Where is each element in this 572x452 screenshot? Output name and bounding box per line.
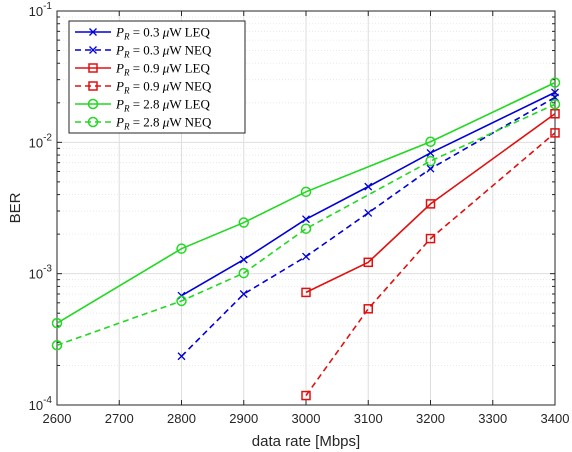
x-tick-label: 3400 bbox=[541, 411, 570, 426]
legend-label: PR = 2.8 μW NEQ bbox=[115, 115, 212, 132]
legend-box bbox=[68, 20, 246, 134]
x-axis-label: data rate [Mbps] bbox=[252, 433, 360, 450]
x-marker bbox=[177, 291, 186, 300]
series-group bbox=[177, 93, 559, 361]
circle-marker bbox=[51, 317, 63, 329]
series-group bbox=[301, 128, 560, 401]
x-marker bbox=[239, 290, 248, 298]
x-tick-label: 2600 bbox=[43, 411, 72, 426]
series-line bbox=[180, 96, 556, 357]
legend-item: PR = 0.9 μW NEQ bbox=[75, 79, 212, 96]
x-tick-label: 3200 bbox=[416, 411, 445, 426]
square-marker bbox=[363, 257, 373, 268]
square-marker bbox=[550, 128, 560, 138]
circle-marker bbox=[238, 217, 249, 228]
circle-marker bbox=[176, 295, 187, 307]
square-marker bbox=[88, 63, 98, 73]
x-tick-label: 2900 bbox=[229, 411, 258, 426]
square-marker bbox=[301, 390, 311, 401]
x-tick-label: 3100 bbox=[354, 411, 383, 426]
circle-marker bbox=[425, 136, 436, 148]
x-marker bbox=[89, 28, 97, 36]
x-marker bbox=[177, 352, 186, 361]
y-tick-label: 10-1 bbox=[29, 1, 53, 19]
y-tick-label: 10-2 bbox=[29, 132, 53, 150]
square-marker bbox=[301, 287, 311, 298]
circle-marker bbox=[549, 98, 561, 110]
x-marker bbox=[426, 149, 435, 157]
y-tick-label: 10-4 bbox=[29, 395, 53, 413]
circle-marker bbox=[425, 155, 436, 167]
circle-marker bbox=[87, 116, 99, 128]
legend-label: PR = 2.8 μW LEQ bbox=[115, 97, 210, 114]
series-group bbox=[51, 98, 561, 351]
circle-marker bbox=[238, 267, 249, 279]
x-tick-label: 2700 bbox=[105, 411, 134, 426]
x-marker bbox=[364, 208, 373, 217]
x-tick-label: 3300 bbox=[478, 411, 507, 426]
circle-marker bbox=[300, 223, 312, 234]
x-tick-label: 3000 bbox=[292, 411, 321, 426]
circle-marker bbox=[549, 77, 561, 88]
series-group bbox=[51, 77, 561, 401]
series-line bbox=[56, 81, 556, 324]
x-marker bbox=[302, 215, 310, 224]
square-marker bbox=[550, 109, 560, 119]
x-marker bbox=[239, 255, 248, 264]
square-marker bbox=[88, 81, 98, 91]
circle-marker bbox=[87, 98, 99, 110]
y-axis-label: BER bbox=[7, 192, 24, 223]
circle-marker bbox=[176, 243, 187, 254]
legend-item: PR = 2.8 μW NEQ bbox=[75, 115, 212, 132]
legend-item: PR = 0.9 μW LEQ bbox=[75, 61, 210, 78]
y-tick-label: 10-3 bbox=[29, 264, 53, 282]
square-marker bbox=[425, 233, 436, 244]
series-group bbox=[51, 77, 561, 329]
series-line bbox=[305, 132, 556, 397]
legend-item: PR = 2.8 μW LEQ bbox=[75, 97, 210, 114]
series-group bbox=[301, 109, 560, 298]
legend-label: PR = 0.9 μW LEQ bbox=[115, 61, 210, 78]
legend-label: PR = 0.3 μW LEQ bbox=[115, 25, 210, 42]
x-marker bbox=[364, 182, 373, 191]
square-marker bbox=[425, 199, 436, 209]
x-marker bbox=[426, 164, 435, 173]
series-line bbox=[56, 103, 556, 347]
series-line bbox=[305, 113, 556, 294]
axis-ticks: 2600 2700 2800 2900 3000 3100 3200 3300 3400 10-4… bbox=[29, 1, 570, 426]
x-marker bbox=[302, 252, 310, 261]
square-marker bbox=[363, 304, 373, 314]
series-group bbox=[177, 88, 559, 300]
x-marker bbox=[89, 46, 97, 54]
legend-label: PR = 0.9 μW NEQ bbox=[115, 79, 212, 96]
series-line bbox=[181, 91, 556, 297]
legend-item: PR = 0.3 μW LEQ bbox=[75, 25, 210, 42]
circle-marker bbox=[300, 186, 312, 198]
x-tick-label: 2800 bbox=[167, 411, 196, 426]
circle-marker bbox=[51, 340, 63, 351]
legend-item: PR = 0.3 μW NEQ bbox=[75, 43, 212, 60]
legend-label: PR = 0.3 μW NEQ bbox=[115, 43, 212, 60]
